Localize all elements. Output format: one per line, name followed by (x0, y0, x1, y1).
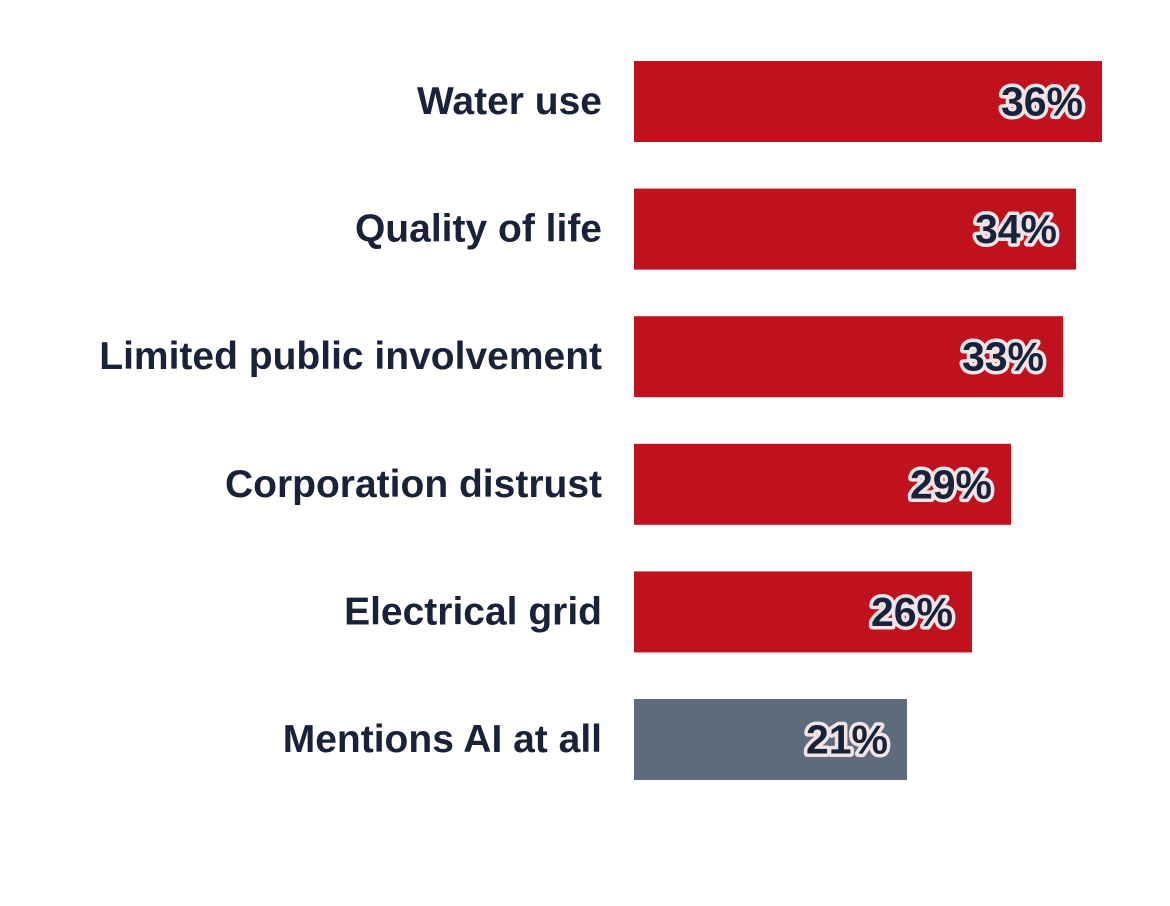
bar-5 (634, 699, 907, 780)
category-label: Mentions AI at all (283, 718, 602, 761)
category-label: Quality of life (355, 208, 602, 251)
category-label: Water use (417, 80, 602, 123)
bar-3 (634, 443, 1011, 525)
category-label: Electrical grid (344, 590, 602, 633)
bars-group (634, 61, 1102, 780)
category-labels-group: Water use Quality of life Limited public i… (99, 80, 602, 761)
value-label: 29% (910, 461, 992, 507)
value-label: 36% (1001, 79, 1083, 125)
bar-4 (634, 571, 972, 653)
value-labels-group: 36% 34% 33% 29% 26% 21% (802, 75, 1086, 766)
value-label: 21% (806, 717, 888, 763)
bar-1 (634, 188, 1076, 270)
bar-2 (634, 316, 1063, 398)
category-label: Corporation distrust (225, 463, 602, 506)
value-label: 26% (871, 589, 953, 635)
bar-0 (634, 61, 1102, 142)
value-label: 33% (962, 334, 1044, 380)
category-label: Limited public involvement (99, 335, 602, 378)
value-label: 34% (975, 206, 1057, 252)
